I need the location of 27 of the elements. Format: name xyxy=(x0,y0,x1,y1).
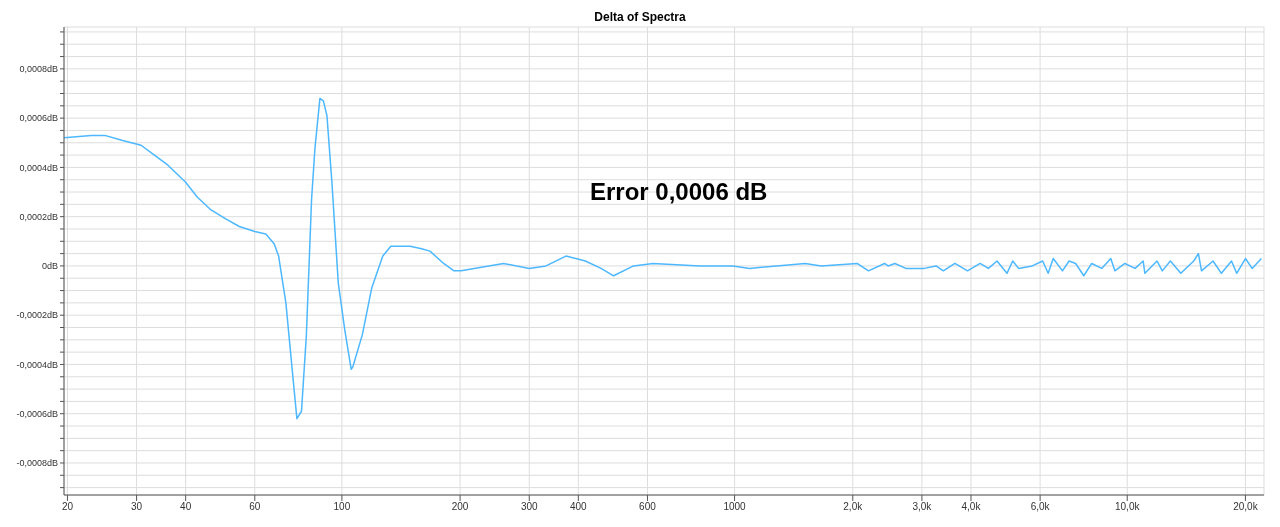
annotation: Error 0,0006 dB xyxy=(590,178,768,206)
y-tick-label: 0,0002dB xyxy=(19,211,58,222)
y-tick-label: -0,0002dB xyxy=(16,310,58,321)
x-tick-label: 1000 xyxy=(723,501,747,513)
y-tick-label: -0,0008dB xyxy=(16,458,58,469)
y-tick-label: -0,0006dB xyxy=(16,408,58,419)
x-tick-label: 10,0k xyxy=(1115,501,1141,513)
x-tick-label: 600 xyxy=(639,501,657,513)
x-tick-label: 2,0k xyxy=(843,501,864,513)
x-tick-label: 20 xyxy=(61,501,74,513)
x-tick-label: 200 xyxy=(451,501,469,513)
x-tick-label: 30 xyxy=(131,501,143,513)
y-tick-label: 0dB xyxy=(41,261,58,272)
x-tick-label: 4,0k xyxy=(961,501,982,513)
y-tick-label: 0,0008dB xyxy=(19,64,58,75)
x-tick-label: 60 xyxy=(249,501,261,513)
x-tick-label: 300 xyxy=(520,501,539,513)
chart-title: Delta of Spectra xyxy=(593,10,687,24)
x-tick-label: 40 xyxy=(180,501,192,513)
y-tick-label: -0,0004dB xyxy=(16,359,58,370)
x-tick-label: 400 xyxy=(569,501,588,513)
y-tick-label: 0,0004dB xyxy=(19,162,58,173)
x-tick-label: 6,0k xyxy=(1030,501,1051,513)
x-tick-label: 3,0k xyxy=(912,501,933,513)
x-tick-label: 100 xyxy=(333,501,351,513)
y-tick-label: 0,0006dB xyxy=(19,113,58,124)
x-tick-label: 20,0k xyxy=(1233,501,1259,513)
